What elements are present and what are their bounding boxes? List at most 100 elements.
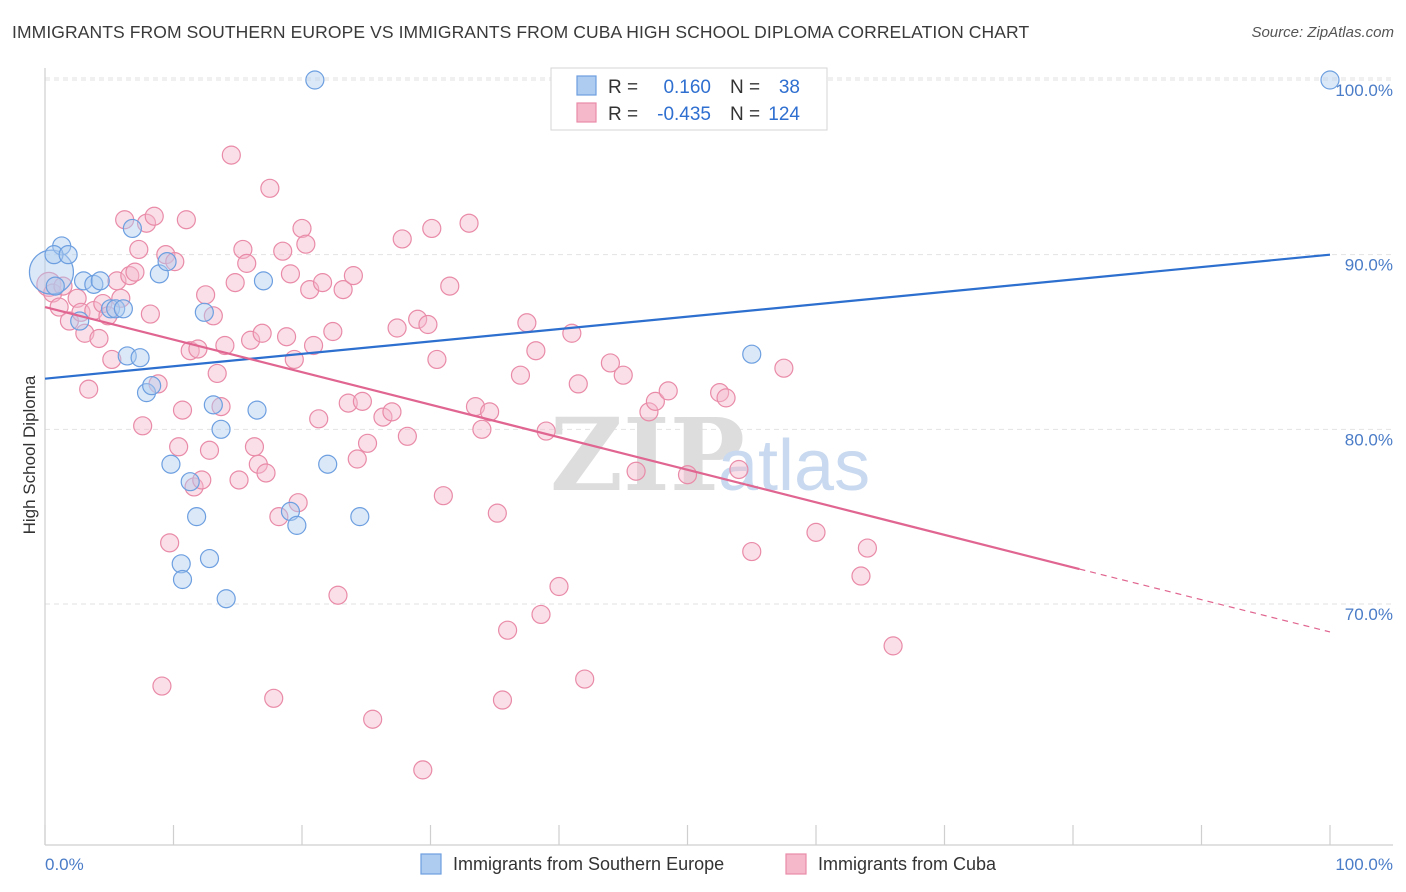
cuba-point-41 (215, 335, 235, 356)
bottom-legend: Immigrants from Southern Europe Immigran… (420, 853, 997, 875)
cuba-point-44 (229, 470, 249, 490)
cuba-point-85 (433, 486, 453, 506)
series-southern-europe-points (28, 70, 1340, 609)
southern-europe-point-29 (247, 400, 267, 420)
cuba-point-18 (125, 262, 145, 282)
southern-europe-point-3 (44, 245, 64, 265)
cuba-point-111 (716, 388, 736, 408)
cuba-point-72 (352, 391, 372, 411)
cuba-point-115 (806, 522, 826, 542)
southern-europe-point-17 (149, 264, 169, 284)
cuba-point-91 (487, 503, 507, 523)
cuba-point-78 (392, 229, 412, 249)
legend-r-value-2: -0.435 (657, 104, 711, 125)
southern-europe-point-7 (90, 271, 110, 291)
cuba-point-37 (199, 440, 220, 460)
cuba-point-105 (626, 461, 646, 481)
southern-europe-point-16 (122, 218, 142, 239)
cuba-point-66 (323, 321, 343, 342)
legend-swatch-pink (576, 102, 597, 123)
cuba-point-47 (241, 330, 261, 350)
legend-swatch-blue (576, 75, 597, 96)
cuba-point-31 (176, 210, 196, 230)
cuba-point-57 (280, 264, 301, 284)
cuba-point-8 (79, 379, 99, 399)
cuba-point-23 (144, 206, 164, 226)
southern-europe-point-15 (142, 376, 162, 396)
cuba-point-75 (373, 407, 393, 427)
cuba-point-76 (382, 402, 402, 422)
cuba-point-86 (440, 276, 460, 296)
cuba-point-19 (129, 239, 149, 260)
series-cuba-points (36, 145, 903, 780)
cuba-point-43 (225, 273, 245, 293)
cuba-point-63 (303, 335, 324, 356)
cuba-point-51 (256, 463, 276, 483)
cuba-point-46 (237, 253, 257, 273)
cuba-point-87 (459, 213, 479, 233)
cuba-point-3 (53, 276, 73, 296)
cuba-point-90 (480, 402, 500, 422)
legend-box (550, 67, 828, 131)
cuba-point-108 (658, 381, 678, 401)
cuba-point-70 (343, 266, 363, 286)
x-tick-label-1: 100.0% (1335, 855, 1393, 874)
cuba-point-97 (531, 604, 551, 625)
southern-europe-point-13 (130, 348, 150, 368)
bottom-legend-swatch-blue (420, 853, 442, 875)
cuba-point-117 (857, 538, 878, 558)
cuba-point-82 (418, 314, 438, 335)
cuba-point-73 (357, 433, 378, 453)
southern-europe-point-10 (106, 299, 126, 319)
y-tick-label-3: 70.0% (1345, 605, 1393, 624)
y-axis-label: High School Diploma (20, 375, 39, 534)
watermark-zip: ZIP (550, 396, 745, 514)
cuba-point-25 (152, 676, 172, 696)
cuba-point-98 (536, 421, 556, 441)
cuba-point-52 (260, 178, 280, 198)
legend-r-label-2: R = (608, 104, 638, 125)
cuba-point-110 (710, 383, 730, 403)
cuba-point-84 (427, 349, 447, 370)
cuba-point-99 (549, 576, 569, 597)
cuba-point-65 (312, 273, 333, 293)
southern-europe-point-20 (180, 472, 200, 492)
legend: R = 0.160 N = 38 R = -0.435 N = 124 (550, 67, 828, 131)
southern-europe-point-18 (157, 252, 177, 272)
cuba-point-67 (328, 585, 348, 605)
legend-n-value-2: 124 (768, 104, 800, 125)
legend-n-label-2: N = (730, 104, 760, 125)
cuba-point-30 (172, 400, 193, 420)
southern-europe-point-27 (199, 548, 220, 569)
cuba-point-27 (160, 533, 180, 553)
cuba-point-33 (184, 477, 204, 497)
cuba-point-107 (645, 391, 665, 411)
axes (44, 68, 1393, 846)
southern-europe-point-31 (280, 501, 301, 522)
trend-line-0 (44, 253, 1331, 380)
southern-europe-point-28 (216, 589, 236, 609)
cuba-point-32 (180, 341, 200, 361)
southern-europe-point-19 (161, 454, 181, 474)
cuba-point-103 (600, 353, 621, 373)
cuba-point-60 (292, 218, 312, 239)
southern-europe-point-22 (194, 302, 214, 322)
southern-europe-point-4 (58, 245, 78, 265)
x-tick-label-0: 0.0% (45, 855, 84, 874)
southern-europe-point-35 (350, 507, 370, 527)
cuba-point-71 (347, 449, 367, 469)
cuba-point-48 (244, 437, 265, 457)
cuba-point-56 (276, 327, 297, 347)
cuba-point-79 (397, 426, 417, 446)
legend-r-label-1: R = (608, 77, 638, 98)
southern-europe-point-37 (1320, 70, 1340, 90)
cuba-point-68 (333, 279, 353, 300)
bottom-legend-swatch-pink (785, 853, 807, 875)
cuba-point-34 (188, 339, 208, 359)
cuba-point-54 (269, 507, 289, 527)
cuba-point-95 (517, 313, 537, 333)
cuba-point-17 (120, 266, 140, 286)
y-tick-labels: 100.0% 90.0% 80.0% 70.0% (1335, 81, 1393, 624)
chart-title: IMMIGRANTS FROM SOUTHERN EUROPE VS IMMIG… (12, 22, 1030, 42)
cuba-point-21 (136, 213, 157, 233)
